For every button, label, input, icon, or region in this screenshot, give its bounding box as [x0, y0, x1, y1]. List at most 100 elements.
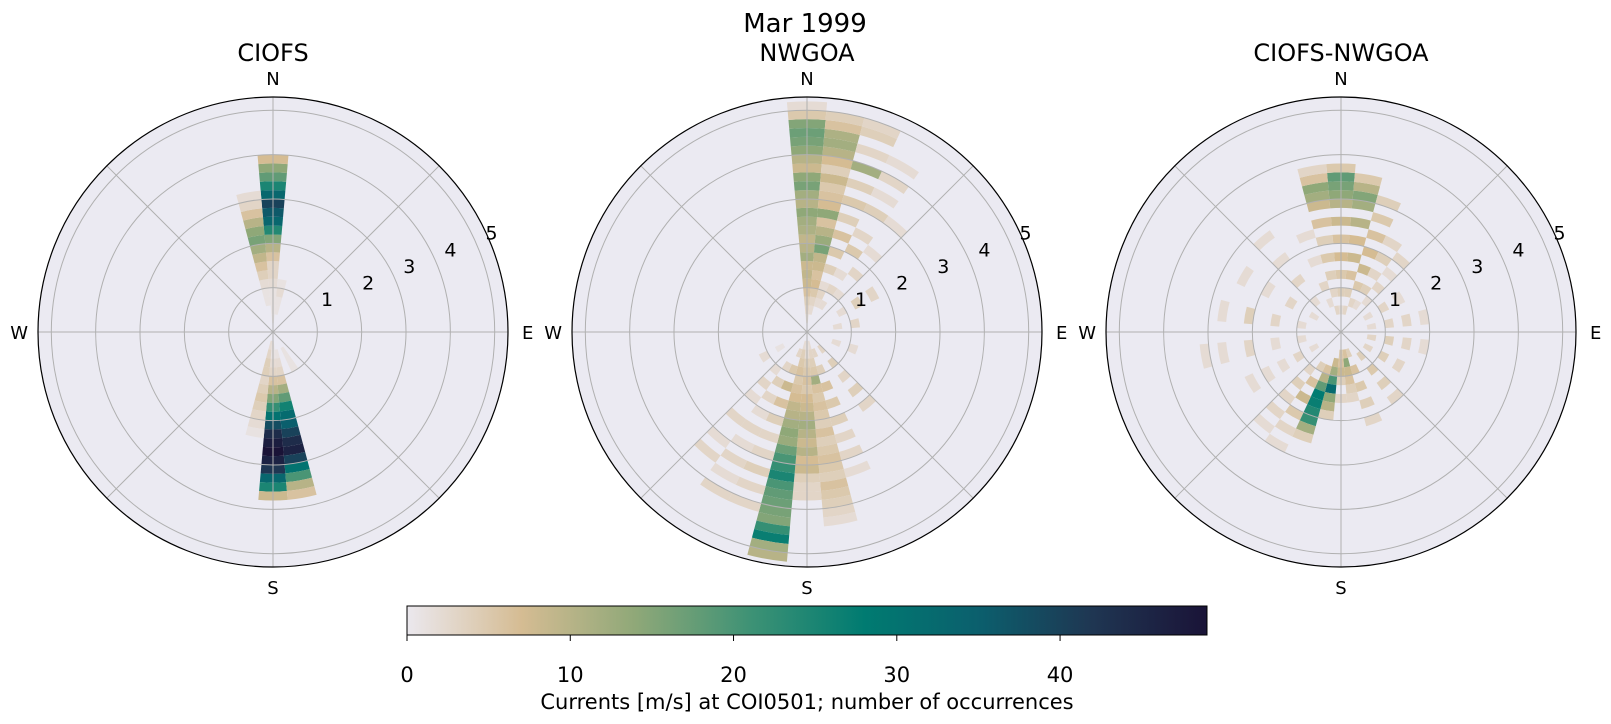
histogram-cell — [751, 404, 770, 421]
histogram-cell — [818, 280, 830, 292]
histogram-cell — [862, 117, 901, 140]
radial-tick-label: 3 — [1471, 256, 1483, 278]
histogram-cell — [1278, 388, 1296, 405]
colorbar-tick-label: 0 — [400, 663, 413, 687]
histogram-cell — [795, 366, 804, 377]
histogram-cell — [1347, 252, 1362, 264]
histogram-cell — [725, 407, 746, 427]
histogram-cell — [1345, 270, 1358, 281]
histogram-cell — [847, 266, 864, 282]
histogram-cell — [1400, 337, 1412, 351]
histogram-cell — [274, 305, 280, 315]
angular-gridline — [806, 331, 974, 499]
histogram-cell — [1270, 337, 1282, 351]
compass-label-n: N — [800, 69, 813, 90]
histogram-cell — [816, 434, 837, 447]
histogram-cell — [823, 137, 858, 153]
histogram-cell — [1350, 217, 1371, 230]
radial-tick-label: 5 — [1553, 223, 1565, 245]
histogram-cell — [1391, 358, 1406, 373]
histogram-cell — [1359, 283, 1372, 296]
histogram-cell — [1347, 297, 1356, 308]
histogram-cell — [1386, 388, 1404, 405]
histogram-cell — [259, 278, 270, 290]
panel-ciofs: 1 2 3 4 5 N E S W CIOFS — [10, 39, 533, 599]
compass-label-e: E — [522, 323, 533, 344]
histogram-cell — [250, 243, 267, 255]
histogram-cell — [1324, 383, 1337, 394]
histogram-cell — [1308, 343, 1320, 353]
histogram-cell — [771, 375, 785, 389]
histogram-cell — [810, 278, 821, 290]
histogram-cell — [820, 380, 834, 392]
histogram-cell — [772, 451, 797, 465]
histogram-cell — [822, 146, 856, 161]
histogram-cell — [1382, 235, 1403, 253]
histogram-cell — [824, 128, 860, 144]
colorbar-tick-label: 20 — [720, 663, 747, 687]
histogram-cell — [817, 451, 842, 465]
angular-gridline — [272, 331, 440, 499]
histogram-cell — [266, 349, 272, 359]
polar-grid — [572, 97, 1042, 567]
histogram-cell — [1351, 199, 1376, 213]
histogram-cell — [287, 361, 299, 373]
histogram-cell — [788, 391, 802, 403]
histogram-cell — [254, 391, 268, 403]
histogram-cell — [883, 215, 908, 238]
histogram-cell — [813, 252, 828, 264]
histogram-cell — [758, 350, 771, 363]
histogram-cell — [1356, 350, 1367, 362]
histogram-cell — [820, 172, 849, 187]
histogram-cell — [247, 417, 266, 430]
histogram-cell — [261, 366, 270, 377]
histogram-cell — [793, 374, 804, 386]
histogram-cell — [844, 243, 863, 260]
histogram-cell — [1311, 388, 1325, 401]
histogram-cell — [836, 212, 860, 228]
histogram-cell — [1344, 366, 1353, 377]
histogram-cell — [1329, 287, 1338, 298]
histogram-cell — [1366, 229, 1386, 244]
histogram-cell — [878, 171, 909, 194]
histogram-cell — [832, 322, 843, 330]
histogram-cell — [275, 357, 283, 368]
histogram-cell — [767, 469, 795, 483]
histogram-cell — [1295, 390, 1312, 405]
histogram-cell — [1285, 404, 1304, 421]
histogram-cell — [758, 503, 792, 518]
histogram-cell — [814, 234, 833, 247]
histogram-cell — [843, 460, 871, 478]
histogram-cell — [283, 451, 308, 465]
colorbar-bar — [406, 605, 1208, 636]
histogram-cell — [286, 477, 315, 492]
histogram-cell — [275, 296, 283, 307]
angular-gridline — [806, 165, 974, 333]
panel-nwgoa: 1 2 3 4 5 N E S W NWGOA — [544, 39, 1067, 599]
histogram-cell — [790, 383, 803, 394]
histogram-cell — [820, 477, 849, 492]
histogram-cell — [1320, 252, 1335, 264]
histogram-cell — [850, 296, 864, 310]
histogram-cell — [810, 374, 821, 386]
histogram-cell — [1322, 364, 1332, 375]
histogram-cell — [1324, 270, 1337, 281]
histogram-cell — [813, 400, 828, 412]
histogram-cell — [825, 283, 838, 296]
histogram-cell — [857, 394, 876, 412]
histogram-cell — [730, 433, 755, 453]
histogram-cell — [256, 270, 269, 281]
colorbar-tick-label: 10 — [557, 663, 584, 687]
histogram-cell — [832, 229, 852, 244]
histogram-cell — [283, 443, 306, 456]
histogram-cell — [836, 306, 848, 318]
histogram-cell — [700, 477, 733, 501]
radial-tick-label: 1 — [855, 289, 867, 311]
histogram-cell — [1297, 164, 1328, 178]
histogram-cell — [1362, 311, 1374, 321]
histogram-cell — [1303, 404, 1321, 418]
histogram-cell — [788, 364, 798, 375]
histogram-cell — [817, 208, 840, 221]
histogram-cell — [820, 164, 851, 178]
histogram-cell — [1217, 299, 1230, 322]
